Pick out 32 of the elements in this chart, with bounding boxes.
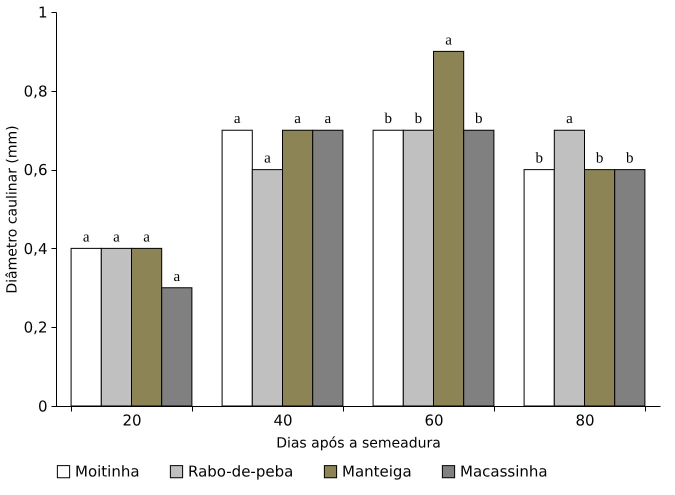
legend-label: Manteiga	[342, 462, 412, 481]
data-label: a	[173, 268, 180, 285]
data-label: a	[234, 111, 241, 128]
x-tick-label: 40	[273, 412, 293, 430]
x-tick-label: 80	[575, 412, 595, 430]
legend-label: Moitinha	[75, 462, 140, 481]
y-tick-label: 0,2	[24, 318, 48, 337]
data-label: b	[596, 150, 604, 167]
y-axis-title: Diâmetro caulinar (mm)	[4, 125, 21, 294]
y-tick-label: 0,8	[24, 82, 48, 100]
data-label: b	[475, 111, 483, 128]
data-label: b	[535, 150, 543, 167]
legend-label: Macassinha	[460, 462, 548, 481]
data-label: a	[445, 32, 452, 48]
y-tick-label: 0	[38, 398, 48, 416]
data-label: a	[113, 229, 120, 246]
data-label: a	[143, 229, 150, 246]
data-label: b	[626, 150, 634, 167]
y-tick-label: 0,4	[24, 240, 48, 258]
x-tick-label: 20	[122, 412, 142, 430]
legend-label: Rabo-de-peba	[188, 462, 294, 481]
data-label: a	[82, 229, 90, 246]
x-tick-label: 60	[424, 412, 444, 430]
x-axis-title: Dias após a semeadura	[276, 436, 441, 452]
data-label: a	[324, 111, 332, 128]
data-label: b	[384, 111, 392, 128]
data-label: a	[294, 111, 302, 128]
y-tick-label: 0,6	[24, 161, 48, 180]
data-label: a	[566, 111, 574, 128]
data-label: b	[414, 111, 422, 128]
y-tick-label: 1	[38, 4, 48, 22]
data-label: a	[264, 150, 272, 167]
